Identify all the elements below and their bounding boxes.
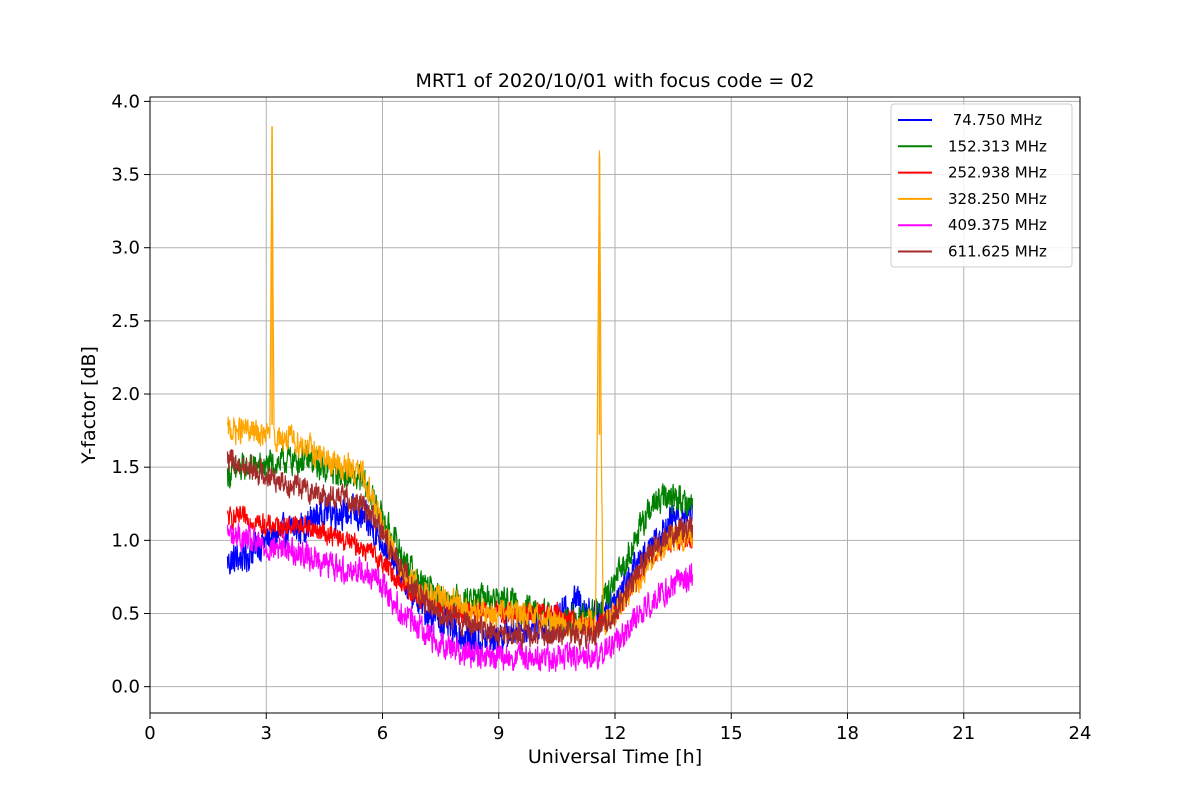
x-tick-label: 6: [377, 723, 388, 744]
legend-label: 74.750 MHz: [948, 111, 1042, 129]
y-axis-label: Y-factor [dB]: [78, 346, 100, 465]
series-line: [226, 522, 694, 673]
y-tick-label: 1.5: [111, 457, 140, 478]
legend: 74.750 MHz 152.313 MHz 252.938 MHz 328.250 …: [890, 103, 1073, 268]
chart-title: MRT1 of 2020/10/01 with focus code = 02: [416, 70, 815, 92]
x-tick-label: 24: [1069, 723, 1092, 744]
series-line: [226, 492, 694, 661]
y-tick-label: 2.0: [111, 384, 140, 405]
y-tick-label: 3.5: [111, 165, 140, 186]
y-tick-label: 4.0: [111, 91, 140, 112]
series-4: [226, 522, 694, 673]
legend-label: 611.625 MHz: [948, 243, 1047, 261]
x-tick-label: 9: [493, 723, 504, 744]
y-tick-label: 0.0: [111, 677, 140, 698]
y-tick-label: 3.0: [111, 238, 140, 259]
y-tick-layer: 0.0 0.5 1.0 1.5 2.0 2.5 3.0 3.5 4.0: [111, 91, 150, 698]
series-0: [226, 492, 694, 661]
x-tick-label: 15: [720, 723, 743, 744]
legend-label: 328.250 MHz: [948, 190, 1047, 208]
y-tick-label: 2.5: [111, 311, 140, 332]
series-layer: [226, 126, 694, 673]
x-tick-label: 3: [261, 723, 272, 744]
legend-label: 152.313 MHz: [948, 137, 1047, 155]
series-line: [226, 449, 694, 651]
legend-label: 252.938 MHz: [948, 164, 1047, 182]
series-5: [226, 449, 694, 651]
x-axis-label: Universal Time [h]: [528, 746, 702, 768]
legend-entries: 74.750 MHz 152.313 MHz 252.938 MHz 328.250 …: [898, 111, 1047, 261]
y-tick-label: 0.5: [111, 604, 140, 625]
x-tick-layer: 0 3 6 9 12 15 18 21 24: [144, 713, 1091, 744]
y-tick-label: 1.0: [111, 530, 140, 551]
legend-frame: [890, 103, 1073, 268]
x-tick-label: 21: [952, 723, 975, 744]
x-tick-label: 0: [144, 723, 155, 744]
x-tick-label: 18: [836, 723, 859, 744]
x-tick-label: 12: [604, 723, 627, 744]
legend-label: 409.375 MHz: [948, 216, 1047, 234]
